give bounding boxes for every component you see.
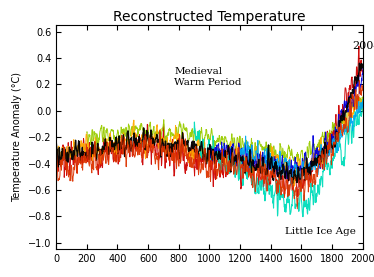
Text: Little Ice Age: Little Ice Age	[285, 227, 355, 236]
Text: 2004*: 2004*	[352, 41, 374, 51]
Title: Reconstructed Temperature: Reconstructed Temperature	[113, 10, 306, 24]
Y-axis label: Temperature Anomaly (°C): Temperature Anomaly (°C)	[12, 72, 22, 202]
Text: Medieval
Warm Period: Medieval Warm Period	[174, 67, 242, 87]
